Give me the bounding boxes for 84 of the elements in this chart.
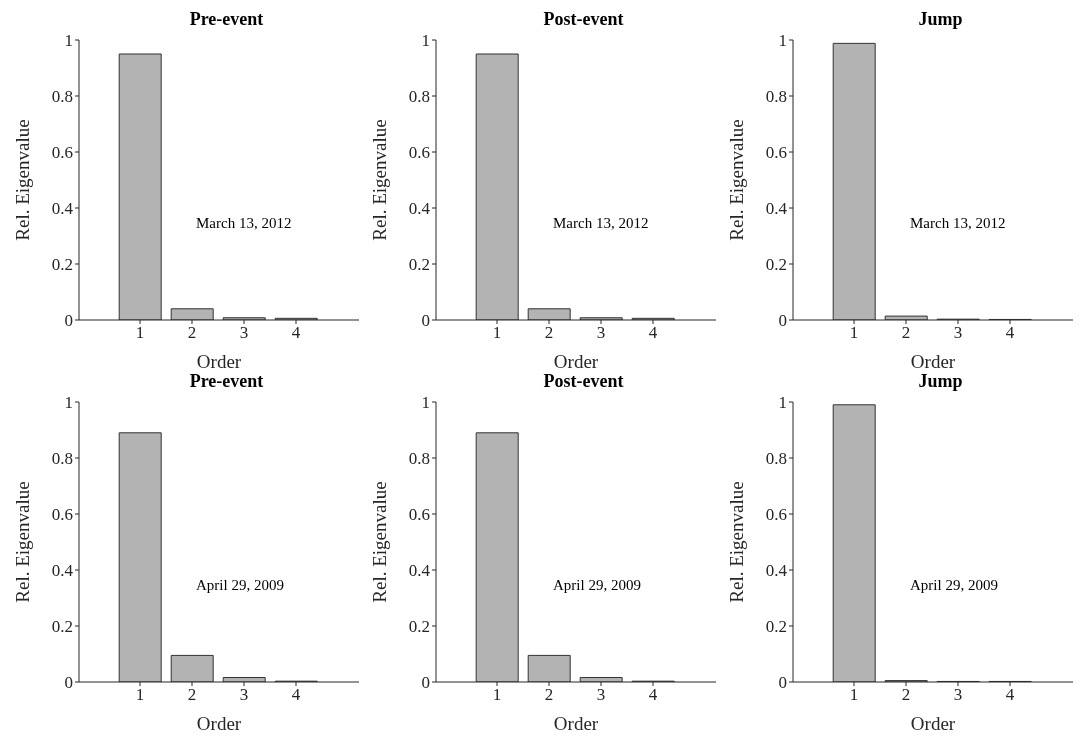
y-tick-label: 0.2: [408, 617, 430, 637]
y-tick-label: 0.4: [51, 561, 74, 581]
y-tick-label: 0: [64, 673, 73, 693]
y-tick-label: 1: [778, 31, 787, 51]
annotation: March 13, 2012: [910, 215, 1006, 232]
x-tick-label: 3: [239, 323, 249, 343]
y-tick-label: 0.2: [765, 255, 787, 275]
x-tick-label: 4: [291, 323, 301, 343]
x-axis-title: Order: [910, 713, 956, 734]
y-tick-label: 0.4: [765, 199, 788, 219]
x-tick-label: 1: [492, 323, 502, 343]
x-tick-label: 2: [187, 685, 197, 705]
x-tick-label: 4: [291, 685, 301, 705]
x-tick-label: 3: [596, 323, 606, 343]
y-tick-label: 1: [421, 31, 430, 51]
y-tick-label: 0.6: [51, 143, 73, 163]
y-tick-label: 0.2: [765, 617, 787, 637]
x-axis-title: Order: [910, 351, 956, 372]
y-tick-label: 0: [421, 673, 430, 693]
x-axis-title: Order: [553, 713, 599, 734]
annotation: April 29, 2009: [910, 577, 998, 594]
x-tick-label: 1: [849, 685, 859, 705]
x-tick-label: 4: [648, 685, 658, 705]
y-axis-title: Rel. Eigenvalue: [11, 119, 33, 241]
y-tick-label: 0: [64, 311, 73, 331]
y-axis-title: Rel. Eigenvalue: [368, 119, 390, 241]
y-tick-label: 0: [778, 311, 787, 331]
x-tick-label: 4: [1005, 323, 1015, 343]
y-tick-label: 0.8: [408, 449, 430, 469]
chart-title: Jump: [917, 370, 964, 392]
x-tick-label: 2: [544, 685, 554, 705]
chart-title: Post-event: [542, 370, 625, 392]
chart-title: Pre-event: [188, 8, 265, 30]
y-tick-label: 1: [64, 31, 73, 51]
chart-title: Pre-event: [188, 370, 265, 392]
y-tick-label: 0.8: [51, 87, 73, 107]
y-tick-label: 0.6: [765, 143, 787, 163]
x-tick-label: 1: [849, 323, 859, 343]
y-tick-label: 0.6: [408, 505, 430, 525]
x-tick-label: 1: [492, 685, 502, 705]
chart-title: Post-event: [542, 8, 625, 30]
y-tick-label: 0.6: [51, 505, 73, 525]
y-tick-label: 0.4: [765, 561, 788, 581]
y-axis-title: Rel. Eigenvalue: [725, 119, 747, 241]
y-tick-label: 1: [421, 393, 430, 413]
x-tick-label: 2: [544, 323, 554, 343]
x-tick-label: 1: [135, 685, 145, 705]
x-tick-label: 3: [239, 685, 249, 705]
x-tick-label: 4: [648, 323, 658, 343]
y-tick-label: 0.2: [51, 617, 73, 637]
y-tick-label: 0.4: [408, 199, 431, 219]
x-tick-label: 1: [135, 323, 145, 343]
x-tick-label: 2: [187, 323, 197, 343]
x-tick-label: 3: [596, 685, 606, 705]
y-tick-label: 0.4: [408, 561, 431, 581]
x-axis-title: Order: [196, 713, 242, 734]
y-tick-label: 0.6: [765, 505, 787, 525]
y-axis-title: Rel. Eigenvalue: [368, 481, 390, 603]
y-tick-label: 0.4: [51, 199, 74, 219]
y-axis-title: Rel. Eigenvalue: [725, 481, 747, 603]
y-tick-label: 0.8: [408, 87, 430, 107]
chart-title: Jump: [917, 8, 964, 30]
y-tick-label: 0: [778, 673, 787, 693]
x-tick-label: 2: [901, 323, 911, 343]
y-tick-label: 1: [64, 393, 73, 413]
x-tick-label: 4: [1005, 685, 1015, 705]
y-tick-label: 0: [421, 311, 430, 331]
x-axis-title: Order: [196, 351, 242, 372]
y-tick-label: 0.2: [408, 255, 430, 275]
x-tick-label: 3: [953, 323, 963, 343]
y-axis-title: Rel. Eigenvalue: [11, 481, 33, 603]
annotation: March 13, 2012: [196, 215, 292, 232]
x-tick-label: 3: [953, 685, 963, 705]
y-tick-label: 0.8: [51, 449, 73, 469]
annotation: April 29, 2009: [553, 577, 641, 594]
x-axis-title: Order: [553, 351, 599, 372]
x-tick-label: 2: [901, 685, 911, 705]
y-tick-label: 0.8: [765, 87, 787, 107]
annotation: April 29, 2009: [196, 577, 284, 594]
y-tick-label: 1: [778, 393, 787, 413]
y-tick-label: 0.8: [765, 449, 787, 469]
y-tick-label: 0.6: [408, 143, 430, 163]
annotation: March 13, 2012: [553, 215, 649, 232]
y-tick-label: 0.2: [51, 255, 73, 275]
